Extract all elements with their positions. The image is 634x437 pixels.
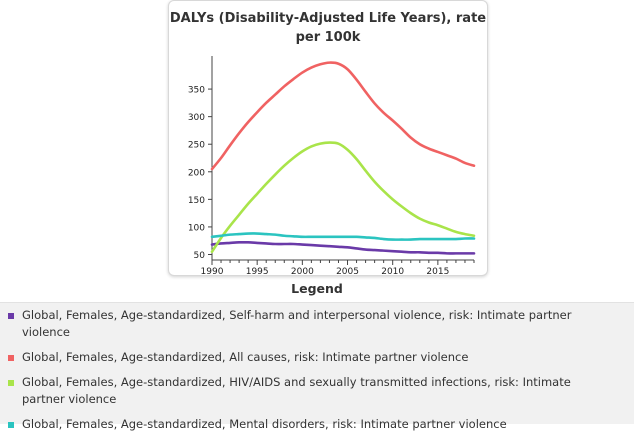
legend-title: Legend — [291, 281, 343, 296]
chart-title: DALYs (Disability-Adjusted Life Years), … — [169, 11, 487, 45]
y-tick-label: 100 — [188, 223, 205, 233]
legend-label: Global, Females, Age-standardized, All c… — [22, 350, 469, 364]
plot-area: 50 100 150 200 250 300 350 1990 1995 2000 2005 2010… — [188, 56, 476, 275]
y-tick-label: 300 — [188, 113, 205, 123]
series-line-mental-disorders — [210, 232, 476, 241]
x-tick-label: 2010 — [381, 267, 404, 275]
legend-item-all-causes[interactable]: Global, Females, Age-standardized, All c… — [0, 345, 634, 370]
y-tick-label: 200 — [188, 168, 205, 178]
series-line-hiv-aids-sti — [210, 141, 476, 254]
x-tick-label: 1995 — [246, 267, 269, 275]
series-line-all-causes — [210, 61, 476, 171]
legend: Global, Females, Age-standardized, Self-… — [0, 302, 634, 431]
legend-label: Global, Females, Age-standardized, Self-… — [22, 308, 572, 339]
legend-label: Global, Females, Age-standardized, Menta… — [22, 417, 507, 431]
legend-swatch — [8, 313, 14, 319]
chart-card: DALYs (Disability-Adjusted Life Years), … — [168, 0, 488, 276]
legend-swatch — [8, 380, 14, 386]
x-tick-label: 2000 — [291, 267, 314, 275]
series-line-self-harm-violence — [210, 240, 476, 255]
x-tick-label: 2015 — [426, 267, 449, 275]
legend-item-hiv-aids-sti[interactable]: Global, Females, Age-standardized, HIV/A… — [0, 370, 634, 412]
x-tick-label: 2005 — [336, 267, 359, 275]
legend-label: Global, Females, Age-standardized, HIV/A… — [22, 375, 571, 406]
y-tick-label: 50 — [194, 251, 206, 261]
y-tick-label: 350 — [188, 86, 205, 96]
legend-swatch — [8, 355, 14, 361]
y-tick-label: 250 — [188, 141, 205, 151]
y-tick-label: 150 — [188, 196, 205, 206]
legend-item-self-harm-violence[interactable]: Global, Females, Age-standardized, Self-… — [0, 303, 634, 345]
x-tick-label: 1990 — [201, 267, 224, 275]
legend-item-mental-disorders[interactable]: Global, Females, Age-standardized, Menta… — [0, 412, 634, 437]
